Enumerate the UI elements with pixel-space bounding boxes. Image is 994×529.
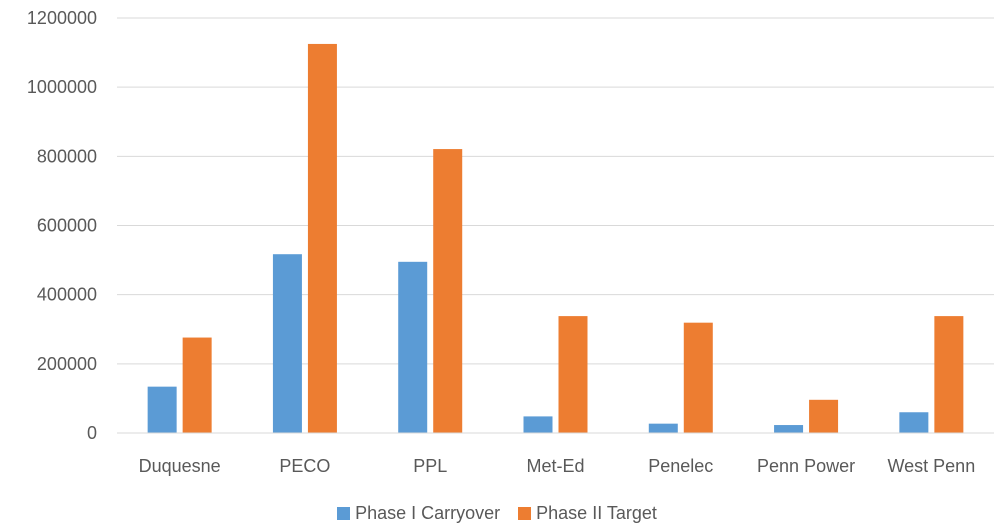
y-tick-label: 600000 <box>37 216 97 236</box>
y-tick-label: 800000 <box>37 146 97 166</box>
x-tick-label: Penn Power <box>757 456 855 476</box>
legend-item-phase-i-carryover: Phase I Carryover <box>337 503 500 524</box>
legend: Phase I Carryover Phase II Target <box>0 501 994 525</box>
legend-swatch-phase-ii-target <box>518 506 532 520</box>
bar-phase-ii-target-met-ed <box>558 316 588 433</box>
bar-phase-i-carryover-met-ed <box>523 416 553 433</box>
bar-phase-i-carryover-penn-power <box>774 425 804 433</box>
bar-phase-ii-target-duquesne <box>182 337 212 433</box>
legend-swatch-phase-i-carryover <box>337 506 351 520</box>
legend-label-phase-i-carryover: Phase I Carryover <box>355 502 501 523</box>
y-tick-label: 0 <box>87 423 97 443</box>
bars <box>147 43 964 433</box>
bar-phase-i-carryover-west-penn <box>899 412 929 433</box>
x-tick-label: PECO <box>279 456 330 476</box>
y-tick-label: 400000 <box>37 285 97 305</box>
bar-phase-ii-target-penn-power <box>809 399 839 433</box>
legend-label-phase-ii-target: Phase II Target <box>536 502 657 523</box>
bar-phase-i-carryover-duquesne <box>147 386 177 433</box>
legend-item-phase-ii-target: Phase II Target <box>518 503 657 524</box>
bar-phase-i-carryover-penelec <box>648 423 678 433</box>
y-axis: 0 200000 400000 600000 800000 1000000 1200000 <box>27 8 97 443</box>
bar-phase-ii-target-west-penn <box>934 316 964 433</box>
bar-phase-i-carryover-ppl <box>398 261 428 433</box>
bar-phase-ii-target-peco <box>307 43 337 433</box>
x-tick-label: PPL <box>413 456 447 476</box>
x-tick-label: Met-Ed <box>526 456 584 476</box>
x-tick-label: Duquesne <box>139 456 221 476</box>
bar-phase-i-carryover-peco <box>272 254 302 433</box>
bar-chart: 020000040000060000080000010000001200000 … <box>27 8 994 476</box>
bar-phase-ii-target-ppl <box>433 149 463 433</box>
y-tick-label: 1200000 <box>27 8 97 28</box>
x-tick-label: Penelec <box>648 456 713 476</box>
x-axis: Duquesne PECO PPL Met-Ed Penelec Penn Power We… <box>117 432 994 476</box>
y-tick-label: 200000 <box>37 354 97 374</box>
bar-phase-ii-target-penelec <box>683 322 713 433</box>
x-tick-label: West Penn <box>887 456 975 476</box>
gridlines <box>117 17 994 434</box>
y-tick-label: 1000000 <box>27 77 97 97</box>
